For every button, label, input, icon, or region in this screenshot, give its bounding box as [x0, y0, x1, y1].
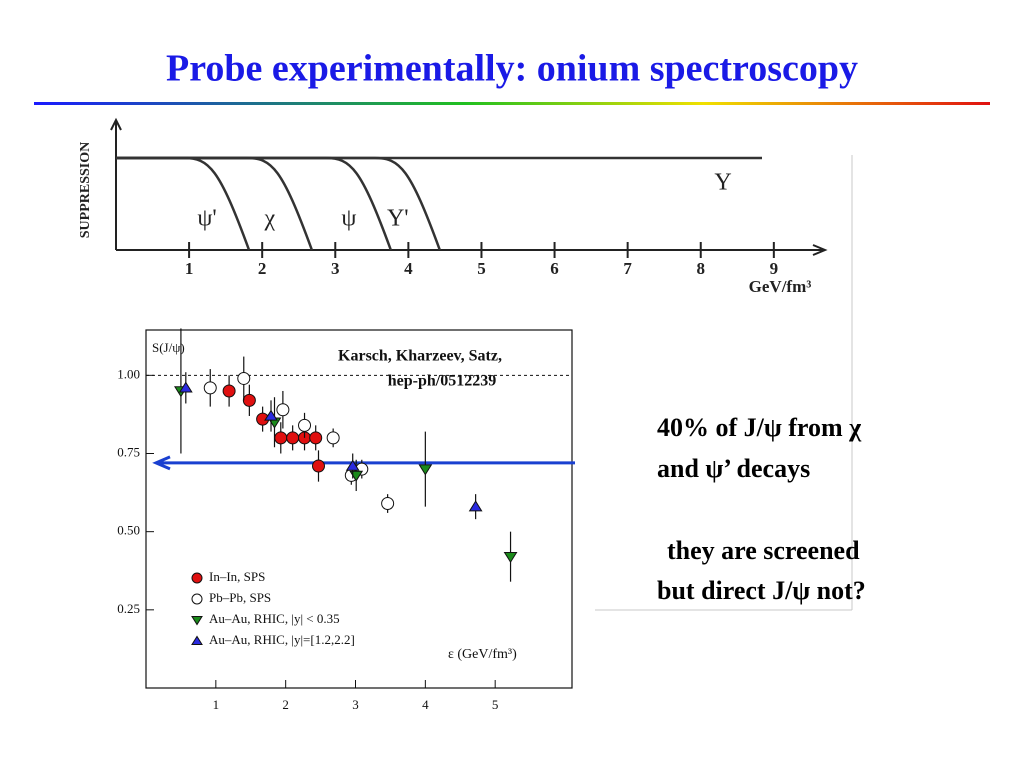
data-point: [298, 418, 312, 432]
x-tick-label: 4: [404, 259, 413, 278]
data-point: [274, 431, 288, 445]
arrow: [152, 455, 575, 471]
y-axis-label: S(J/ψ): [152, 340, 185, 355]
slide-title: Probe experimentally: onium spectroscopy: [166, 48, 858, 90]
legend-marker: [191, 593, 203, 605]
x-tick-label: 2: [282, 697, 289, 712]
x-axis-label: GeV/fm³: [749, 277, 812, 296]
data-point: [242, 393, 256, 407]
data-point: [276, 403, 290, 417]
legend-marker: [191, 635, 203, 645]
y-axis-label: SUPPRESSION: [78, 142, 93, 238]
frame-line: [595, 155, 853, 611]
note-text: and ψ’ decays: [657, 454, 810, 483]
y-tick-label: 0.75: [117, 444, 140, 459]
note-text: 40% of J/ψ from χ: [657, 413, 862, 442]
title-rule: [34, 102, 990, 105]
data-point: [468, 500, 483, 512]
legend-marker: [191, 572, 203, 584]
state-label: Υ': [387, 206, 409, 232]
x-tick-label: 2: [258, 259, 267, 278]
legend-marker: [191, 616, 203, 626]
x-tick-label: 4: [422, 697, 429, 712]
x-tick-label: 6: [550, 259, 559, 278]
data-point: [222, 384, 236, 398]
x-tick-label: 1: [185, 259, 194, 278]
legend-label: Pb–Pb, SPS: [209, 590, 271, 605]
suppression-curve: [116, 156, 251, 251]
data-point: [203, 381, 217, 395]
legend-label: Au–Au, RHIC, |y| < 0.35: [209, 611, 340, 626]
x-tick-label: 8: [696, 259, 705, 278]
note-text: they are screened: [667, 536, 860, 565]
data-point: [345, 459, 360, 471]
x-tick-label: 7: [623, 259, 632, 278]
data-point: [237, 371, 251, 385]
legend-label: In–In, SPS: [209, 569, 265, 584]
x-tick-label: 3: [352, 697, 359, 712]
data-point: [326, 431, 340, 445]
data-point: [264, 409, 278, 421]
x-tick-label: 5: [492, 697, 499, 712]
x-axis-label: ε (GeV/fm³): [448, 647, 517, 662]
x-tick-label: 9: [770, 259, 779, 278]
state-label: Υ: [714, 170, 731, 196]
data-point: [178, 381, 193, 393]
x-tick-label: 1: [213, 697, 220, 712]
annotation: hep-ph/0512239: [388, 373, 496, 390]
y-tick-label: 0.25: [117, 601, 140, 616]
plot-frame: [145, 329, 573, 689]
data-point: [503, 551, 518, 564]
x-tick-label: 3: [331, 259, 340, 278]
state-label: χ: [264, 206, 276, 232]
data-point: [381, 497, 395, 511]
data-point: [418, 464, 433, 476]
x-tick-label: 5: [477, 259, 486, 278]
data-point: [311, 459, 325, 473]
suppression-curve: [116, 156, 393, 251]
y-tick-label: 0.50: [117, 523, 140, 538]
data-point: [309, 431, 323, 445]
data-point: [286, 431, 300, 445]
state-label: ψ': [197, 206, 216, 232]
y-axis: [110, 117, 122, 250]
legend-label: Au–Au, RHIC, |y|=[1.2,2.2]: [209, 632, 355, 647]
state-label: ψ: [341, 206, 356, 232]
note-text: but direct J/ψ not?: [657, 576, 866, 605]
y-tick-label: 1.00: [117, 366, 140, 381]
annotation: Karsch, Kharzeev, Satz,: [338, 348, 502, 365]
x-axis: [116, 244, 828, 256]
